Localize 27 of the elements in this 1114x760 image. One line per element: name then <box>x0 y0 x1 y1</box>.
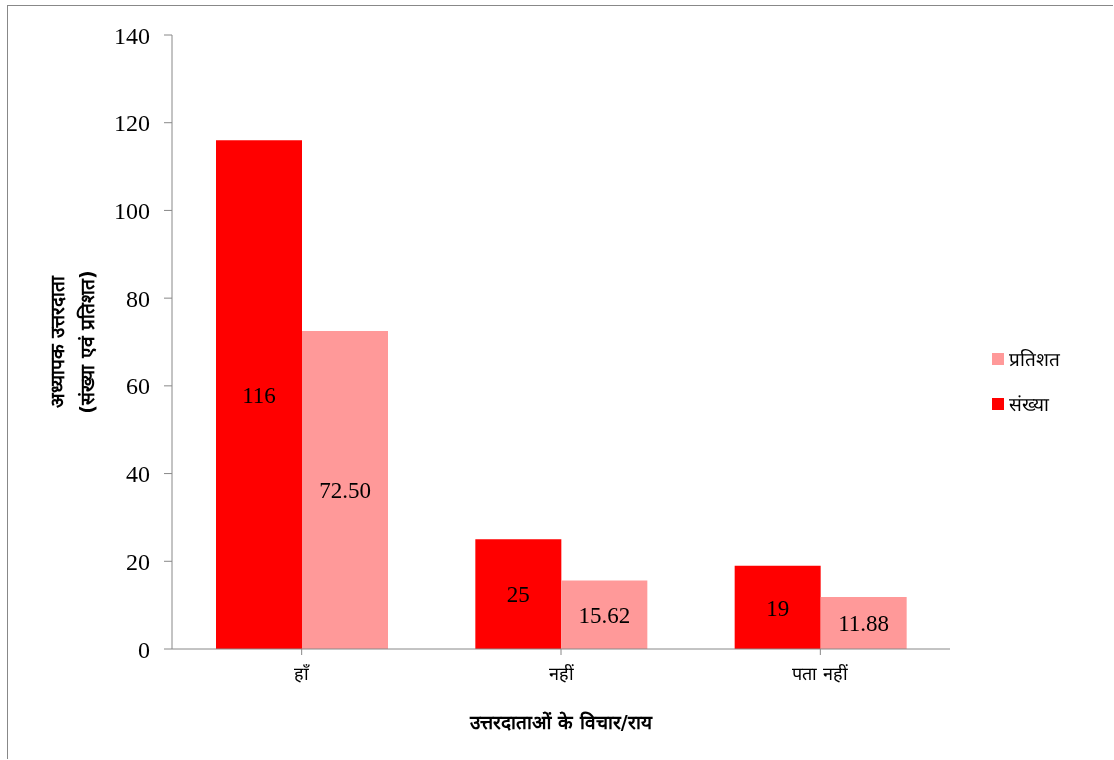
x-tick-label: पता नहीं <box>792 662 849 684</box>
bar <box>216 140 302 649</box>
y-axis-title: अध्यापक उत्तरदाता (संख्या एवं प्रतिशत) <box>46 270 98 414</box>
data-label: 72.50 <box>319 478 371 504</box>
x-axis-title: उत्तरदाताओं के विचार/राय <box>469 711 653 733</box>
bar <box>734 565 821 649</box>
y-tick-label: 140 <box>114 22 150 49</box>
bar <box>820 596 907 649</box>
y-tick-label: 20 <box>126 548 150 575</box>
data-label: 25 <box>506 582 530 608</box>
bar <box>561 580 648 649</box>
bar <box>302 331 388 649</box>
legend-label: प्रतिशत <box>1009 346 1060 372</box>
x-tick-label: नहीं <box>548 662 574 684</box>
y-tick-label: 120 <box>114 110 150 137</box>
bar <box>475 539 562 649</box>
legend-label: संख्या <box>1009 391 1049 417</box>
x-tick-label: हाँ <box>294 662 311 684</box>
data-label: 116 <box>242 382 276 408</box>
y-tick-label: 0 <box>138 636 150 663</box>
y-tick-label: 80 <box>126 285 150 312</box>
y-tick-label: 100 <box>114 197 150 224</box>
data-label: 19 <box>766 595 790 621</box>
data-label: 15.62 <box>578 602 631 628</box>
y-tick-label: 40 <box>126 461 150 488</box>
y-tick-label: 60 <box>126 373 150 400</box>
data-label: 11.88 <box>838 611 890 637</box>
